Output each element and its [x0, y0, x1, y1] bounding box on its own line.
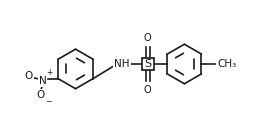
Text: −: −	[45, 98, 52, 107]
Text: O: O	[144, 85, 152, 95]
Text: O: O	[25, 71, 33, 81]
Text: O: O	[37, 90, 45, 100]
FancyBboxPatch shape	[142, 58, 154, 70]
Text: CH₃: CH₃	[217, 59, 236, 69]
Text: N: N	[39, 76, 46, 86]
Text: O: O	[144, 33, 152, 43]
Text: S: S	[144, 59, 151, 69]
Text: NH: NH	[114, 59, 130, 69]
Text: +: +	[46, 68, 53, 77]
